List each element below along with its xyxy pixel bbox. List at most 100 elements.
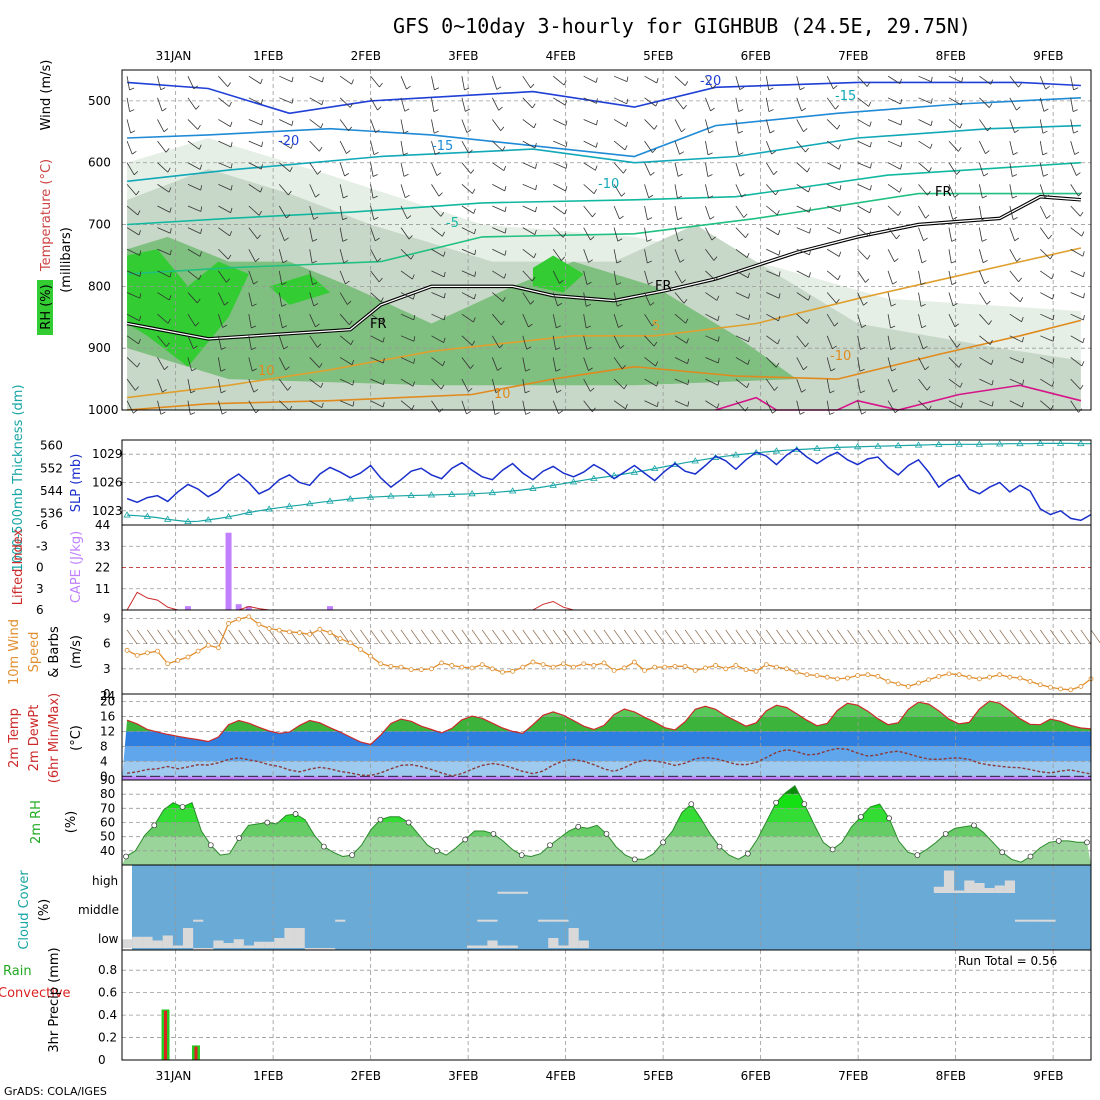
wind-barb-flag: [775, 362, 780, 368]
wind-barb: [400, 119, 405, 134]
wind-barb: [644, 357, 656, 367]
wind-barb-flag: [347, 300, 352, 305]
thickness-point: [204, 516, 212, 523]
wind-barb-flag: [778, 293, 781, 299]
wind-speed-point: [358, 647, 363, 652]
wind-barb-flag: [683, 104, 687, 110]
rh-point: [151, 822, 158, 829]
wind-barb: [491, 97, 500, 111]
surface-wind-barb: [948, 629, 960, 645]
wind-speed-point: [571, 664, 576, 670]
wind-barb-flag: [373, 152, 379, 156]
wind-barb-flag: [839, 185, 842, 191]
precip-tick-label: 0.8: [98, 963, 117, 977]
thickness-point: [975, 440, 984, 447]
surface-wind-barb: [492, 629, 503, 645]
wind-barb: [644, 97, 657, 107]
wind-barb: [796, 205, 810, 213]
cloud-bar-low: [274, 938, 285, 948]
wind-barb: [857, 97, 869, 107]
wind-barb-flag: [468, 387, 473, 392]
wind-barb: [887, 249, 895, 262]
wind-speed-point: [1058, 686, 1063, 692]
slp-tick-label: 1026: [92, 476, 123, 490]
precip-tick-label: 0.2: [98, 1031, 117, 1045]
wind-barb-flag: [403, 130, 409, 134]
thickness-point: [224, 513, 233, 520]
wind-barb: [978, 227, 983, 242]
wind-barb: [613, 400, 626, 410]
wind-barb: [522, 314, 529, 328]
wind-barb-flag: [137, 210, 141, 216]
wind-barb: [644, 162, 651, 176]
wind-barb-flag: [652, 148, 657, 153]
wind-barb: [948, 357, 960, 368]
wind-barb: [887, 119, 902, 126]
isotherm-line: [127, 161, 1081, 226]
wind-barb: [157, 140, 167, 153]
wind-speed-point: [134, 652, 140, 658]
wind-speed-point: [1078, 684, 1084, 689]
wind-barb-flag: [1083, 293, 1085, 299]
cloud-bar-low: [497, 945, 508, 948]
wind-barb: [1040, 357, 1054, 364]
wind-barb: [644, 378, 657, 387]
wind-barb-flag: [502, 146, 506, 151]
wind-barb-flag: [200, 185, 203, 191]
wind-barb: [157, 270, 171, 278]
wind-barb: [157, 76, 162, 90]
wind-barb: [613, 314, 619, 328]
wind-barb-flag: [349, 103, 354, 108]
lifted-index-line: [238, 605, 270, 611]
rh-point: [999, 849, 1006, 856]
wind-barb: [339, 205, 343, 220]
wind-barb: [918, 119, 932, 126]
wind-barb-flag: [983, 173, 989, 177]
wind-barb-flag: [588, 367, 593, 371]
wind-barb-flag: [777, 229, 781, 235]
wind-barb: [674, 292, 685, 304]
wind-barb: [583, 378, 591, 392]
wind-barb-flag: [190, 390, 196, 394]
surface-wind-barb: [776, 629, 787, 645]
rh-point: [716, 843, 723, 850]
wind-speed-point: [804, 672, 810, 678]
wind-barb-flag: [929, 143, 933, 149]
cloud-bar-low: [152, 940, 163, 948]
wind-barb: [248, 335, 252, 350]
wind-barb-flag: [162, 389, 167, 393]
rh-band: [122, 794, 1091, 809]
wind-barb: [705, 378, 719, 386]
thickness-point: [732, 451, 740, 458]
wind-barb-flag: [255, 258, 260, 262]
wind-barb: [522, 400, 527, 415]
wind-barb: [766, 248, 780, 256]
wind-barb: [126, 140, 133, 155]
wind-barb: [461, 248, 475, 256]
bottom-date-label: 4FEB: [546, 1069, 576, 1083]
surface-wind-barb: [826, 629, 838, 645]
wind-barb-flag: [408, 235, 413, 240]
li-tick-label: 6: [36, 603, 44, 617]
wind-speed-point: [347, 640, 353, 646]
wind-speed-point: [875, 673, 881, 679]
wind-barb: [431, 140, 436, 155]
wind-barb-flag: [252, 368, 257, 372]
thickness-point: [853, 443, 862, 450]
wind-barb-flag: [525, 390, 530, 394]
wind-barb-flag: [715, 275, 719, 281]
wind-barb-flag: [586, 281, 592, 285]
wind-barb: [918, 205, 926, 219]
wind-speed-point: [479, 662, 485, 667]
wind-speed-point: [124, 647, 130, 653]
wind-barb-flag: [748, 336, 750, 342]
wind-barb: [248, 205, 260, 216]
wind-speed-point: [814, 673, 820, 678]
wind-barb: [857, 357, 861, 372]
wind-barb: [492, 292, 504, 302]
surface-wind-barb: [451, 629, 463, 645]
wind-speed-point: [1037, 682, 1043, 688]
wind-barb: [979, 97, 990, 108]
wind-barb-flag: [986, 300, 991, 305]
wind-barb: [1070, 162, 1077, 176]
